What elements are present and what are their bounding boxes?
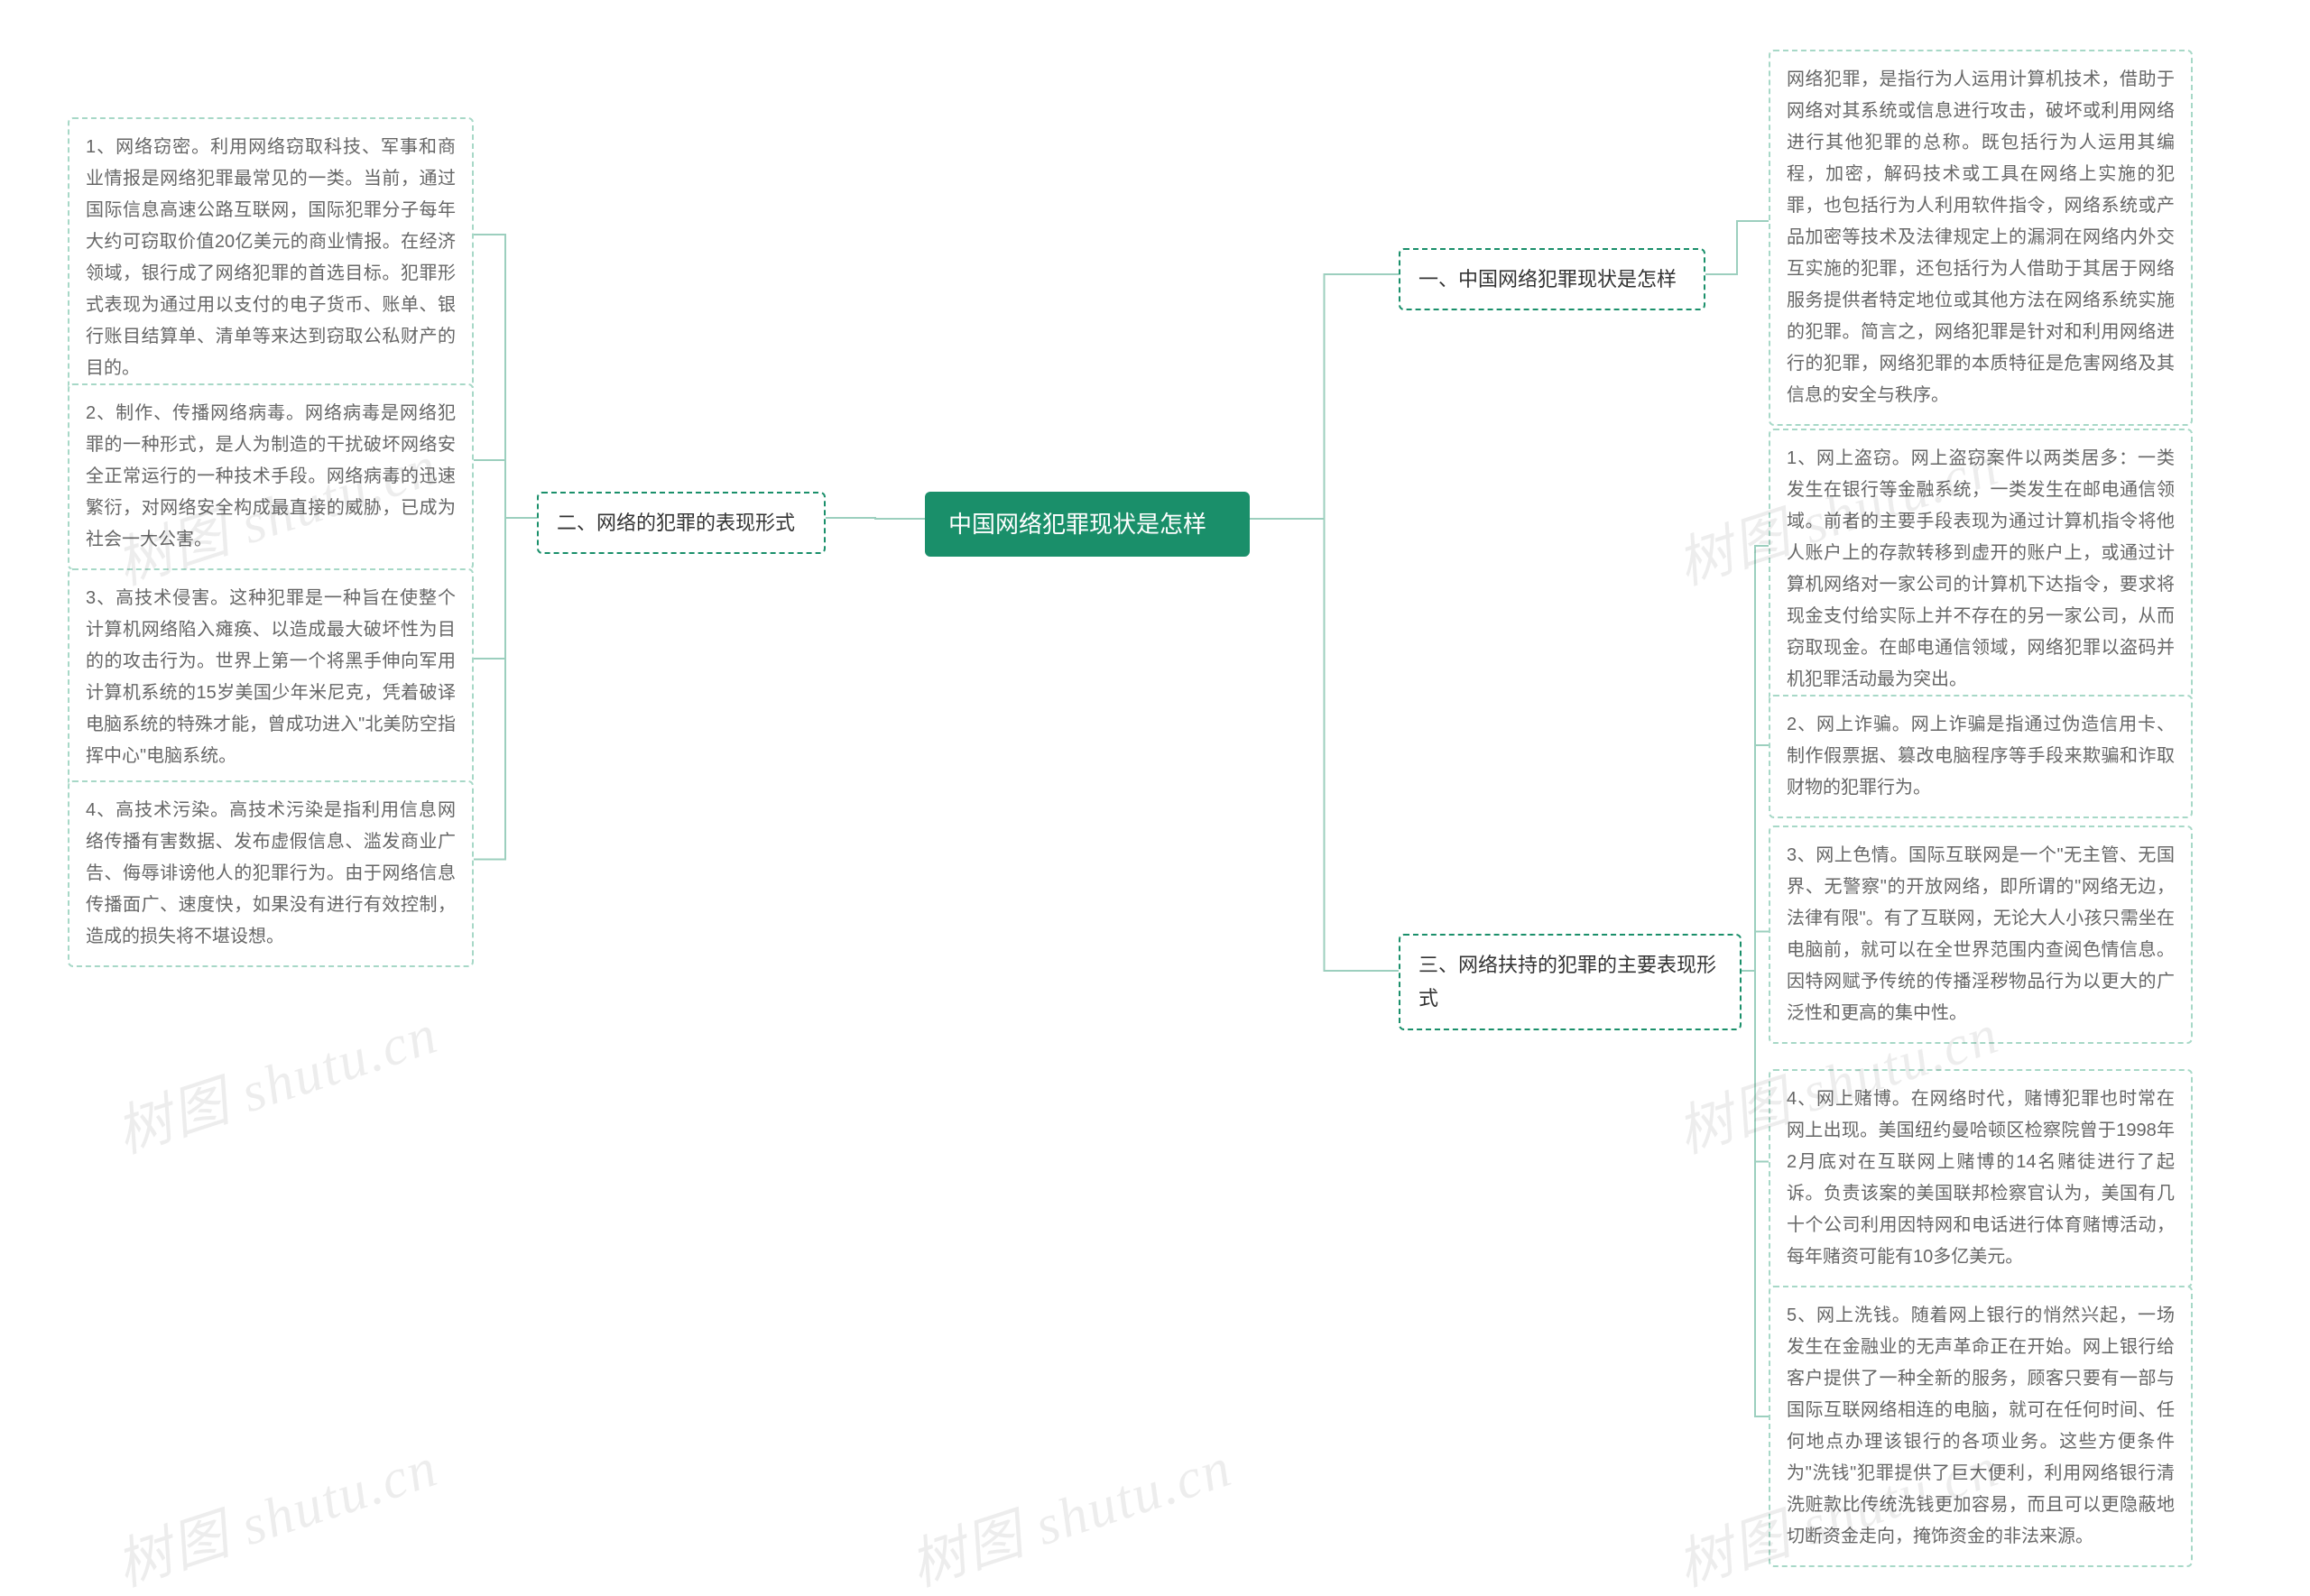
- branch-2-leaf-2: 2、制作、传播网络病毒。网络病毒是网络犯罪的一种形式，是人为制造的干扰破坏网络安…: [68, 383, 474, 570]
- branch-2-leaf-4: 4、高技术污染。高技术污染是指利用信息网络传播有害数据、发布虚假信息、滥发商业广…: [68, 780, 474, 967]
- watermark: 树图 shutu.cn: [104, 1421, 447, 1596]
- branch-3-leaf-5: 5、网上洗钱。随着网上银行的悄然兴起，一场发生在金融业的无声革命正在开始。网上银…: [1769, 1286, 2193, 1567]
- branch-3-leaf-1: 1、网上盗窃。网上盗窃案件以两类居多：一类发生在银行等金融系统，一类发生在邮电通…: [1769, 429, 2193, 710]
- branch-3-leaf-2: 2、网上诈骗。网上诈骗是指通过伪造信用卡、制作假票据、篡改电脑程序等手段来欺骗和…: [1769, 695, 2193, 818]
- branch-3-leaf-4: 4、网上赌博。在网络时代，赌博犯罪也时常在网上出现。美国纽约曼哈顿区检察院曾于1…: [1769, 1069, 2193, 1287]
- branch-1: 一、中国网络犯罪现状是怎样: [1399, 248, 1705, 310]
- branch-2-leaf-3: 3、高技术侵害。这种犯罪是一种旨在使整个计算机网络陷入瘫痪、以造成最大破坏性为目…: [68, 568, 474, 787]
- watermark: 树图 shutu.cn: [104, 988, 447, 1168]
- mindmap-root: 中国网络犯罪现状是怎样: [925, 492, 1250, 557]
- watermark: 树图 shutu.cn: [898, 1421, 1241, 1596]
- branch-2: 二、网络的犯罪的表现形式: [537, 492, 826, 554]
- branch-3: 三、网络扶持的犯罪的主要表现形式: [1399, 934, 1742, 1030]
- branch-1-leaf-1: 网络犯罪，是指行为人运用计算机技术，借助于网络对其系统或信息进行攻击，破坏或利用…: [1769, 50, 2193, 426]
- branch-2-leaf-1: 1、网络窃密。利用网络窃取科技、军事和商业情报是网络犯罪最常见的一类。当前，通过…: [68, 117, 474, 399]
- branch-3-leaf-3: 3、网上色情。国际互联网是一个"无主管、无国界、无警察"的开放网络，即所谓的"网…: [1769, 826, 2193, 1044]
